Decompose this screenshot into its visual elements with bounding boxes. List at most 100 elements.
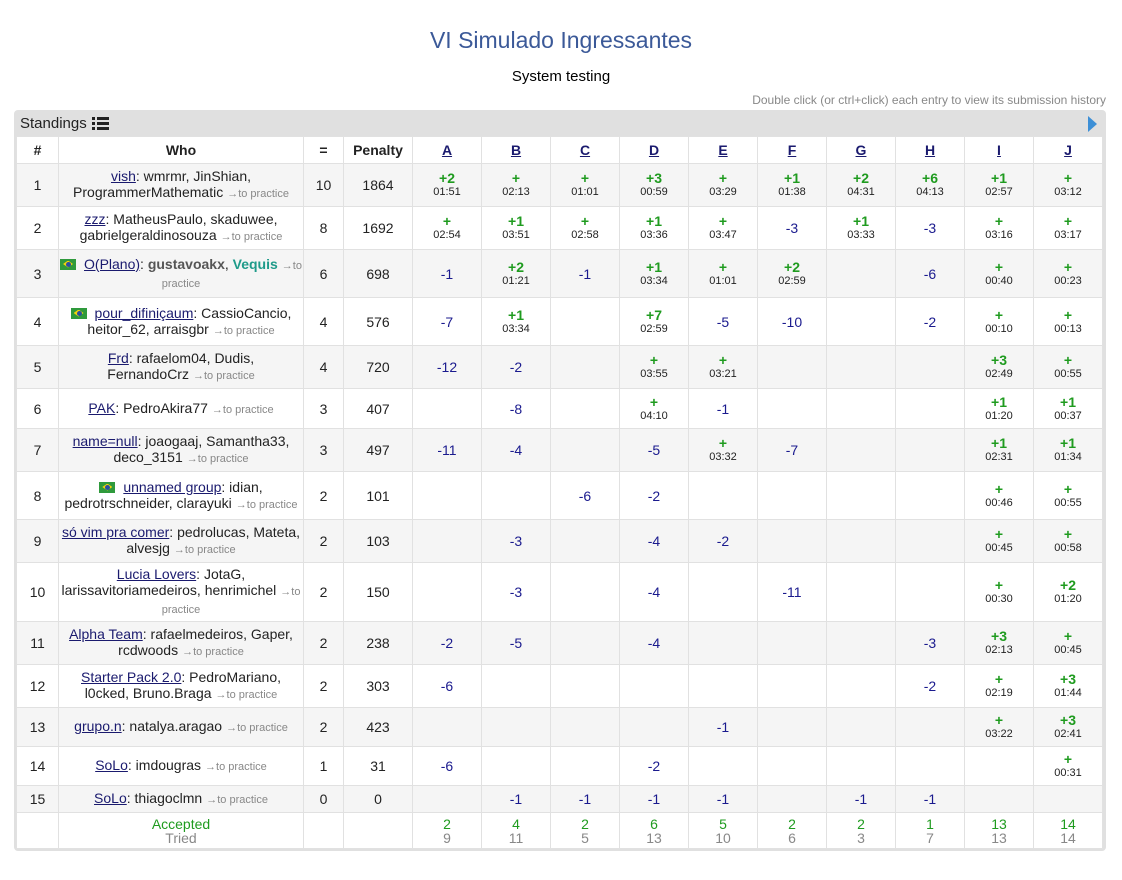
table-row[interactable]: 11 Alpha Team: rafaelmedeiros, Gaper, rcd… — [16, 621, 1103, 665]
problem-cell-h[interactable] — [895, 428, 965, 472]
problem-cell-a[interactable]: +2 01:51 — [412, 163, 482, 207]
problem-cell-d[interactable]: +3 00:59 — [619, 163, 689, 207]
team-name-link[interactable]: só vim pra comer — [61, 524, 170, 540]
problem-cell-d[interactable]: -1 — [619, 785, 689, 813]
problem-cell-c[interactable]: +01:01 — [550, 163, 620, 207]
problem-cell-a[interactable] — [412, 388, 482, 429]
problem-cell-e[interactable]: -2 — [688, 519, 758, 563]
problem-cell-g[interactable]: +2 04:31 — [826, 163, 896, 207]
problem-cell-c[interactable] — [550, 621, 620, 665]
problem-cell-b[interactable] — [481, 664, 551, 708]
team-name-link[interactable]: name=null — [72, 433, 138, 449]
problem-cell-i[interactable]: +00:45 — [964, 519, 1034, 563]
problem-cell-i[interactable]: +00:40 — [964, 249, 1034, 298]
table-row[interactable]: 7 name=null: joaogaaj, Samantha33, deco_3… — [16, 428, 1103, 472]
problem-cell-d[interactable] — [619, 707, 689, 747]
problem-cell-i[interactable] — [964, 785, 1034, 813]
table-row[interactable]: 3 O(Plano): gustavoakx, Vequis →to practic… — [16, 249, 1103, 298]
problem-cell-e[interactable] — [688, 562, 758, 622]
problem-cell-a[interactable]: -12 — [412, 345, 482, 389]
problem-cell-b[interactable]: +2 01:21 — [481, 249, 551, 298]
problem-cell-d[interactable]: -4 — [619, 621, 689, 665]
team-name-link[interactable]: SoLo — [95, 757, 128, 773]
table-row[interactable]: 2 zzz: MatheusPaulo, skaduwee, gabrielger… — [16, 206, 1103, 250]
problem-header-j[interactable]: J — [1033, 136, 1103, 164]
team-name-link[interactable]: O(Plano) — [84, 255, 141, 272]
problem-cell-a[interactable]: -2 — [412, 621, 482, 665]
team-name-link[interactable]: Frd — [107, 350, 129, 366]
problem-cell-d[interactable]: -5 — [619, 428, 689, 472]
problem-cell-a[interactable] — [412, 707, 482, 747]
problem-cell-g[interactable] — [826, 249, 896, 298]
problem-cell-c[interactable] — [550, 428, 620, 472]
problem-cell-c[interactable] — [550, 664, 620, 708]
problem-cell-g[interactable] — [826, 621, 896, 665]
team-name-link[interactable]: pour_difiniçaum — [94, 304, 194, 321]
table-row[interactable]: 12 Starter Pack 2.0: PedroMariano, l0cked… — [16, 664, 1103, 708]
problem-cell-b[interactable]: -8 — [481, 388, 551, 429]
problem-cell-j[interactable]: +00:55 — [1033, 345, 1103, 389]
to-practice-link[interactable]: →to practice — [211, 403, 274, 416]
problem-cell-c[interactable] — [550, 388, 620, 429]
problem-cell-h[interactable] — [895, 707, 965, 747]
problem-cell-d[interactable]: +1 03:34 — [619, 249, 689, 298]
team-name-link[interactable]: vish — [110, 168, 136, 184]
problem-cell-f[interactable]: -7 — [757, 428, 827, 472]
problem-cell-h[interactable] — [895, 562, 965, 622]
problem-cell-a[interactable] — [412, 562, 482, 622]
problem-cell-b[interactable] — [481, 707, 551, 747]
problem-cell-h[interactable]: -3 — [895, 206, 965, 250]
to-practice-link[interactable]: →to practice — [161, 586, 301, 616]
problem-cell-d[interactable]: +04:10 — [619, 388, 689, 429]
problem-cell-j[interactable]: +2 01:20 — [1033, 562, 1103, 622]
problem-cell-c[interactable] — [550, 707, 620, 747]
problem-cell-b[interactable] — [481, 471, 551, 520]
problem-cell-e[interactable]: -1 — [688, 707, 758, 747]
problem-cell-d[interactable]: +1 03:36 — [619, 206, 689, 250]
problem-cell-h[interactable]: -1 — [895, 785, 965, 813]
problem-cell-h[interactable]: -3 — [895, 621, 965, 665]
problem-cell-a[interactable] — [412, 785, 482, 813]
problem-cell-j[interactable]: +00:23 — [1033, 249, 1103, 298]
problem-cell-j[interactable]: +03:12 — [1033, 163, 1103, 207]
table-row[interactable]: 9 só vim pra comer: pedrolucas, Mateta, a… — [16, 519, 1103, 563]
problem-cell-j[interactable]: +00:13 — [1033, 297, 1103, 346]
problem-cell-j[interactable]: +00:31 — [1033, 746, 1103, 786]
team-name-link[interactable]: PAK — [88, 399, 116, 416]
problem-cell-j[interactable]: +00:55 — [1033, 471, 1103, 520]
problem-cell-i[interactable]: +02:19 — [964, 664, 1034, 708]
problem-cell-f[interactable]: -10 — [757, 297, 827, 346]
problem-cell-i[interactable]: +1 02:57 — [964, 163, 1034, 207]
table-row[interactable]: 15 SoLo: thiagoclmn →to practice 0 0 -1 -1 -1 -1… — [16, 785, 1103, 813]
problem-cell-c[interactable] — [550, 562, 620, 622]
problem-cell-f[interactable]: +2 02:59 — [757, 249, 827, 298]
problem-header-a[interactable]: A — [412, 136, 482, 164]
problem-cell-b[interactable]: +1 03:34 — [481, 297, 551, 346]
table-row[interactable]: 8 unnamed group: idian, pedrotrschneider,… — [16, 471, 1103, 520]
problem-cell-b[interactable]: +1 03:51 — [481, 206, 551, 250]
team-name-link[interactable]: grupo.n — [74, 718, 122, 734]
problem-cell-a[interactable]: -6 — [412, 746, 482, 786]
problem-cell-i[interactable]: +00:10 — [964, 297, 1034, 346]
problem-cell-b[interactable]: -5 — [481, 621, 551, 665]
problem-cell-i[interactable]: +03:22 — [964, 707, 1034, 747]
problem-cell-h[interactable]: +6 04:13 — [895, 163, 965, 207]
problem-cell-g[interactable] — [826, 707, 896, 747]
problem-link[interactable]: G — [855, 142, 867, 158]
problem-cell-h[interactable] — [895, 345, 965, 389]
team-name-link[interactable]: Starter Pack 2.0 — [81, 669, 182, 685]
list-icon[interactable] — [91, 116, 109, 130]
to-practice-link[interactable]: →to practice — [235, 498, 298, 511]
to-practice-link[interactable]: →to practice — [173, 544, 236, 556]
table-row[interactable]: 13 grupo.n: natalya.aragao →to practice 2 42… — [16, 707, 1103, 747]
problem-cell-j[interactable] — [1033, 785, 1103, 813]
team-name-link[interactable]: unnamed group — [123, 478, 222, 495]
problem-cell-e[interactable]: +03:32 — [688, 428, 758, 472]
problem-cell-e[interactable]: -5 — [688, 297, 758, 346]
problem-cell-e[interactable] — [688, 664, 758, 708]
problem-cell-h[interactable]: -2 — [895, 664, 965, 708]
problem-cell-c[interactable] — [550, 297, 620, 346]
problem-cell-j[interactable]: +00:58 — [1033, 519, 1103, 563]
problem-cell-b[interactable]: -4 — [481, 428, 551, 472]
problem-cell-h[interactable]: -6 — [895, 249, 965, 298]
